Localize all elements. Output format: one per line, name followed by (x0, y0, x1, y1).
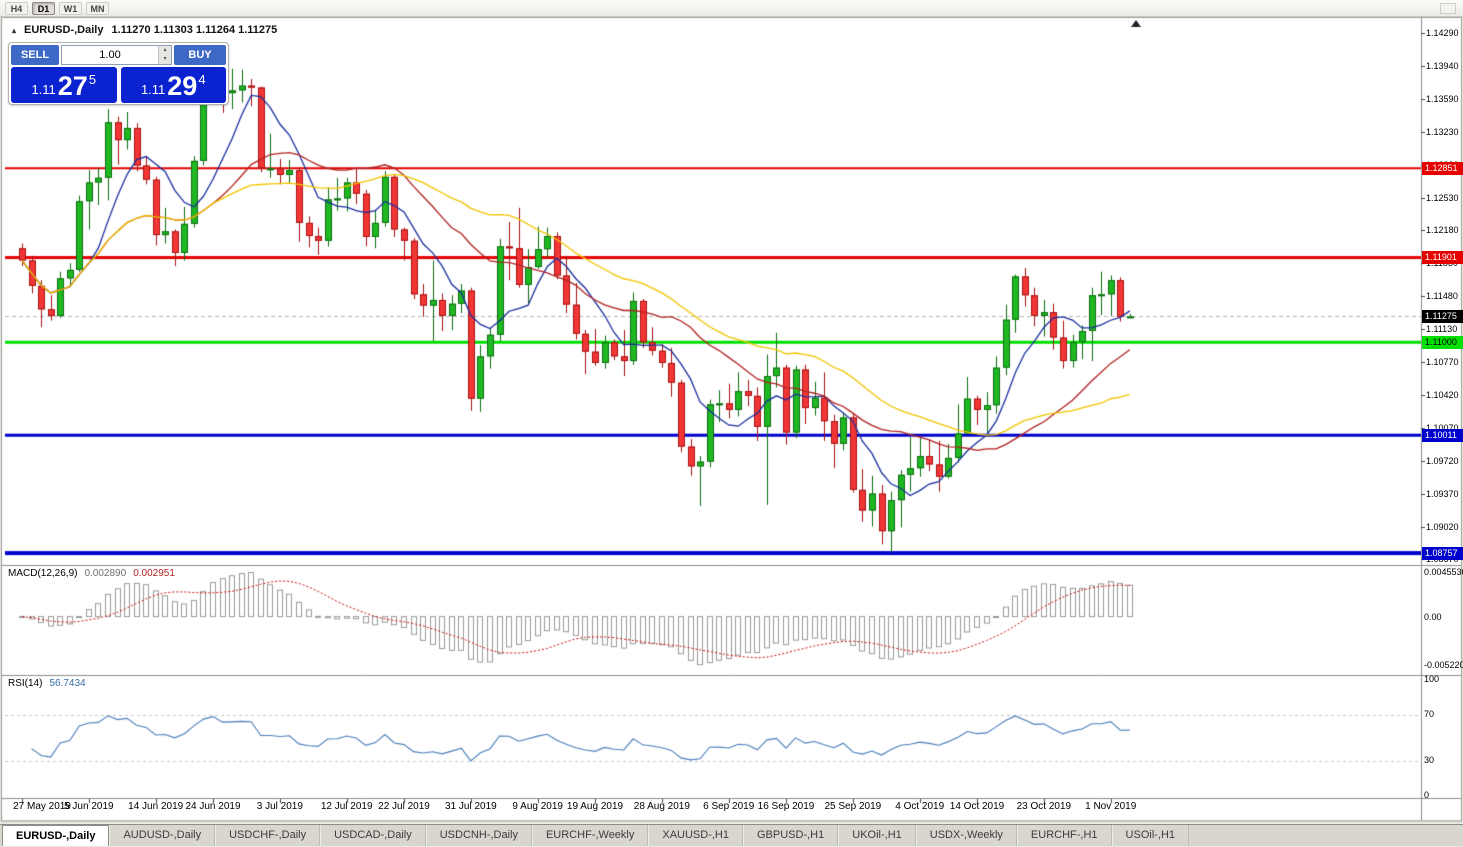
rsi-title: RSI(14) (8, 678, 43, 689)
tab-eurusd-daily[interactable]: EURUSD-,Daily (2, 825, 110, 846)
one-click-collapse-icon[interactable]: ▴ (12, 25, 17, 35)
volume-field[interactable]: 1.00 ▴ ▾ (61, 45, 172, 65)
period-toolbar: H4 D1 W1 MN (0, 0, 1463, 17)
tab-usoil-h1[interactable]: USOil-,H1 (1111, 825, 1190, 846)
tab-ukoil-h1[interactable]: UKOil-,H1 (838, 825, 916, 846)
chart-symbol-label: EURUSD-,Daily (24, 24, 104, 36)
buy-button[interactable]: BUY (174, 45, 226, 65)
tab-audusd-daily[interactable]: AUDUSD-,Daily (109, 825, 216, 846)
tab-usdcad-daily[interactable]: USDCAD-,Daily (320, 825, 426, 846)
chart-ohlc-values: 1.11270 1.11303 1.11264 1.11275 (111, 24, 278, 36)
buy-price-display[interactable]: 1.11 29 4 (120, 67, 226, 103)
volume-spinner[interactable]: ▴ ▾ (158, 46, 171, 64)
sell-price-display[interactable]: 1.11 27 5 (11, 67, 117, 103)
buy-price-point: 4 (198, 72, 206, 87)
sell-price-base: 1.11 (31, 82, 56, 97)
symbol-tabbar: EURUSD-,Daily AUDUSD-,Daily USDCHF-,Daily U… (0, 824, 1463, 846)
period-button-mn[interactable]: MN (86, 1, 109, 15)
toolbar-corner-button[interactable] (1440, 3, 1456, 14)
chart-header: ▴ EURUSD-,Daily 1.11270 1.11303 1.11264 … (12, 24, 277, 36)
period-button-w1[interactable]: W1 (59, 1, 82, 15)
sell-price-point: 5 (88, 72, 97, 87)
volume-down-icon[interactable]: ▾ (159, 55, 171, 64)
rsi-panel-label: RSI(14) 56.7434 (8, 678, 86, 689)
tab-usdx-weekly[interactable]: USDX-,Weekly (915, 825, 1017, 846)
macd-signal-value: 0.002951 (133, 568, 175, 579)
period-button-d1[interactable]: D1 (32, 1, 55, 15)
tab-eurchf-weekly[interactable]: EURCHF-,Weekly (531, 825, 649, 846)
macd-main-value: 0.002890 (84, 568, 127, 579)
buy-price-base: 1.11 (140, 82, 166, 97)
sell-button[interactable]: SELL (11, 45, 59, 65)
sell-price-pips: 27 (57, 71, 88, 101)
tab-usdcnh-daily[interactable]: USDCNH-,Daily (425, 825, 532, 846)
tab-xauusd-h1[interactable]: XAUUSD-,H1 (648, 825, 743, 846)
tab-usdchf-daily[interactable]: USDCHF-,Daily (215, 825, 321, 846)
buy-price-pips: 29 (167, 71, 198, 101)
one-click-trading-panel: SELL 1.00 ▴ ▾ BUY 1.11 27 5 1.11 29 4 (8, 42, 229, 105)
volume-value: 1.00 (99, 49, 121, 61)
volume-up-icon[interactable]: ▴ (159, 46, 171, 55)
macd-panel-label: MACD(12,26,9) 0.002890 0.002951 (8, 568, 175, 579)
macd-title: MACD(12,26,9) (8, 568, 78, 579)
rsi-value: 56.7434 (49, 678, 86, 689)
period-button-h4[interactable]: H4 (5, 1, 28, 15)
tab-eurchf-h1[interactable]: EURCHF-,H1 (1016, 825, 1112, 846)
tab-gbpusd-h1[interactable]: GBPUSD-,H1 (743, 825, 839, 846)
